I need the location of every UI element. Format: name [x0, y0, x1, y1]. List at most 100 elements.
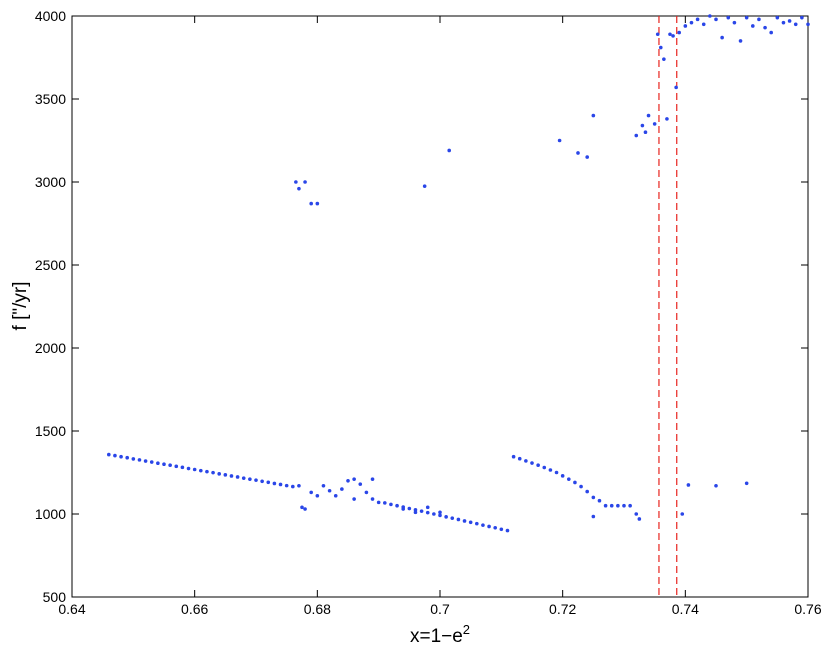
point: [487, 524, 491, 529]
point: [235, 475, 240, 479]
point: [266, 480, 271, 485]
point: [511, 454, 516, 459]
point: [211, 470, 215, 475]
point: [769, 30, 773, 35]
point: [585, 489, 589, 494]
point: [340, 487, 344, 491]
point: [370, 497, 375, 501]
point: [309, 490, 314, 495]
point: [475, 521, 479, 526]
point: [180, 465, 185, 470]
point: [708, 14, 712, 18]
point: [597, 498, 602, 503]
point: [806, 22, 810, 27]
point: [680, 512, 685, 516]
point: [622, 503, 626, 508]
y-tick-label: 3500: [35, 91, 66, 107]
point: [315, 493, 320, 498]
point: [567, 477, 571, 481]
point: [447, 148, 452, 153]
x-tick-label: 0.74: [672, 601, 699, 617]
point: [579, 484, 583, 489]
point: [192, 467, 197, 472]
point: [364, 490, 369, 495]
point: [689, 20, 694, 25]
point: [677, 30, 681, 35]
point: [576, 151, 580, 155]
point: [536, 463, 540, 467]
point: [744, 15, 749, 20]
point: [278, 482, 283, 487]
point: [738, 39, 743, 43]
point: [674, 85, 678, 90]
point: [775, 15, 780, 20]
point: [422, 184, 427, 188]
point: [438, 513, 442, 518]
point: [444, 515, 448, 519]
point: [616, 503, 620, 508]
point: [573, 480, 577, 485]
y-tick-label: 500: [43, 589, 67, 605]
point: [217, 472, 221, 476]
point: [603, 503, 608, 508]
point: [591, 113, 596, 118]
point: [751, 24, 755, 28]
plot-frame: [71, 15, 809, 598]
y-tick-label: 3000: [35, 174, 66, 190]
point: [557, 138, 562, 143]
point: [585, 155, 589, 159]
point: [300, 505, 304, 510]
point: [199, 468, 203, 473]
point: [376, 500, 381, 505]
point: [517, 456, 522, 461]
point: [425, 505, 430, 510]
point: [591, 495, 596, 500]
point: [358, 482, 363, 486]
point: [383, 501, 387, 505]
point: [763, 25, 767, 30]
point: [714, 483, 718, 488]
point: [701, 22, 706, 27]
point: [781, 20, 786, 25]
y-axis-label: f ["/yr]: [10, 282, 31, 331]
point: [149, 460, 154, 464]
point: [686, 483, 691, 487]
point: [643, 130, 648, 134]
point: [662, 57, 666, 61]
point: [309, 201, 314, 206]
point: [560, 474, 565, 478]
point: [542, 465, 547, 470]
point: [352, 477, 356, 481]
x-tick-label: 0.68: [304, 601, 331, 617]
point: [450, 516, 455, 520]
point: [499, 527, 504, 532]
point: [637, 517, 642, 521]
point: [591, 514, 596, 519]
point: [272, 481, 277, 486]
point: [401, 507, 406, 511]
y-tick-label: 1000: [35, 506, 66, 522]
point: [554, 470, 559, 475]
point: [524, 459, 528, 463]
point: [254, 478, 258, 482]
point: [294, 180, 298, 184]
x-tick-label: 0.64: [58, 601, 85, 617]
point: [726, 15, 731, 20]
point: [284, 483, 289, 488]
point: [413, 508, 418, 512]
point: [468, 520, 473, 525]
point: [720, 35, 724, 40]
point: [370, 477, 375, 481]
point: [137, 458, 142, 462]
point: [321, 483, 326, 488]
point: [327, 488, 332, 493]
x-axis-label-base: x=1−e: [410, 626, 463, 647]
point: [787, 19, 792, 23]
point: [315, 201, 320, 206]
point: [107, 452, 111, 457]
point: [714, 17, 718, 22]
point: [634, 133, 639, 138]
point: [505, 528, 510, 533]
y-tick-label: 1500: [35, 423, 66, 439]
point: [407, 506, 412, 511]
